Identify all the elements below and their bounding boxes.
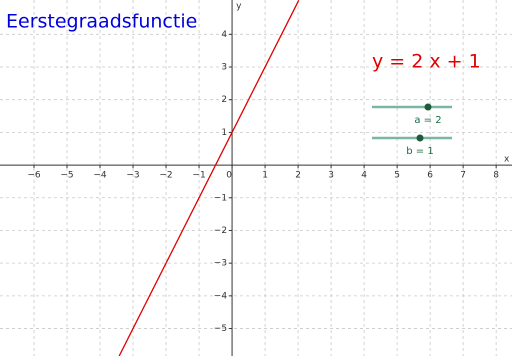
slider-label: b = 1 xyxy=(406,146,433,157)
y-tick-label: −4 xyxy=(214,291,228,301)
x-tick-label: 1 xyxy=(262,171,268,181)
y-tick-label: 3 xyxy=(221,63,227,73)
x-tick-label: 2 xyxy=(295,171,301,181)
y-tick-label: 1 xyxy=(221,128,227,138)
x-tick-label: −5 xyxy=(60,171,73,181)
x-tick-label: 3 xyxy=(328,171,334,181)
x-tick-label: −3 xyxy=(126,171,139,181)
x-tick-label: 6 xyxy=(427,171,433,181)
x-tick-label: 8 xyxy=(493,171,499,181)
x-tick-label: −2 xyxy=(159,171,172,181)
function-line xyxy=(118,0,300,356)
x-tick-label: 4 xyxy=(361,171,367,181)
x-tick-label: 5 xyxy=(394,171,400,181)
y-tick-label: −5 xyxy=(214,324,227,334)
x-tick-label: 7 xyxy=(460,171,466,181)
x-axis-label: x xyxy=(504,155,510,165)
chart-title: Eerstegraadsfunctie xyxy=(6,11,197,33)
slider[interactable]: b = 1 xyxy=(372,134,452,158)
y-tick-label: −3 xyxy=(214,259,227,269)
y-tick-label: 2 xyxy=(221,95,227,105)
y-tick-label: −1 xyxy=(214,193,227,203)
x-tick-label: −4 xyxy=(93,171,107,181)
slider-knob[interactable] xyxy=(424,103,432,111)
x-tick-label: 0 xyxy=(226,171,232,181)
y-tick-label: 4 xyxy=(221,30,227,40)
slider-label: a = 2 xyxy=(414,115,441,126)
slider[interactable]: a = 2 xyxy=(372,103,452,127)
x-tick-label: −1 xyxy=(192,171,205,181)
slider-knob[interactable] xyxy=(416,134,424,142)
x-tick-label: −6 xyxy=(27,171,41,181)
function-label: y = 2 x + 1 xyxy=(372,51,481,73)
y-axis-label: y xyxy=(236,2,242,12)
y-tick-label: −2 xyxy=(214,226,227,236)
